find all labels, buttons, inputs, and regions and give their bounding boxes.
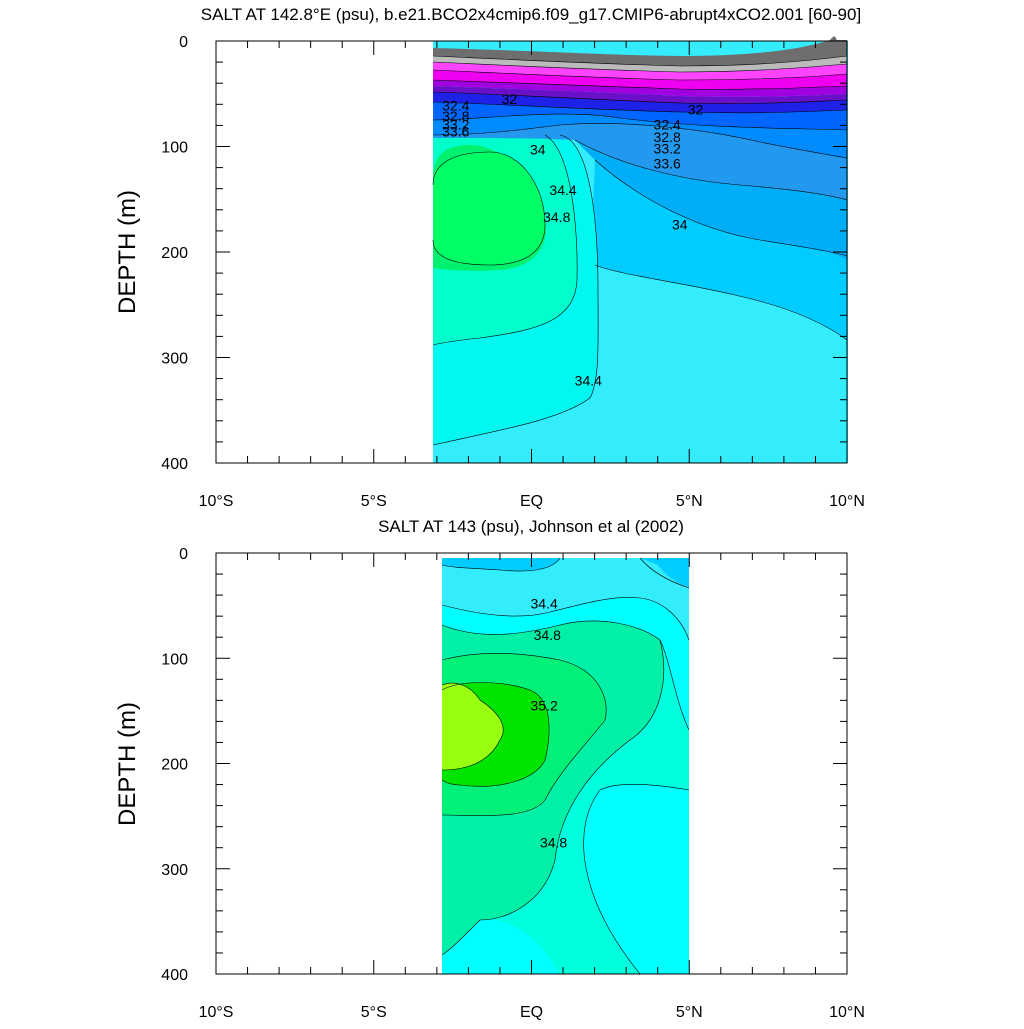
salinity-band-light-gray	[433, 56, 847, 72]
contour-label: 32.8	[442, 108, 469, 124]
salinity-band-34.0-34.2	[575, 140, 847, 260]
salinity-core-35	[433, 152, 545, 265]
x-tick-label: 10°N	[829, 493, 865, 510]
contour-label: 33.6	[442, 124, 469, 140]
y-axis-ticks: 0 100 200 300 400	[161, 34, 847, 473]
x-tick-label: 5°N	[676, 493, 703, 510]
contour-line	[432, 134, 578, 346]
contour-line	[639, 557, 690, 589]
contour-lines	[441, 557, 690, 975]
salinity-band-blue-mid	[433, 102, 847, 130]
salinity-band-violet	[433, 86, 847, 104]
salinity-fill-bands	[442, 558, 689, 974]
panel-title: SALT AT 143 (psu), Johnson et al (2002)	[378, 517, 684, 536]
x-axis-ticks: 10°S 5°S EQ 5°N 10°N	[199, 553, 865, 1021]
salinity-band-blue-dark	[433, 92, 847, 113]
y-axis-ticks: 0 100 200 300 400	[161, 546, 847, 984]
salinity-fill-bands	[433, 36, 848, 463]
x-tick-label: 5°S	[361, 493, 387, 510]
salinity-band-33.8-34.0	[433, 123, 847, 200]
panel-title: SALT AT 142.8°E (psu), b.e21.BCO2x4cmip6…	[201, 5, 861, 24]
contour-line	[441, 682, 550, 787]
x-tick-label: 5°N	[676, 1004, 703, 1021]
contour-line	[441, 652, 607, 816]
y-tick-label: 200	[161, 757, 188, 774]
y-tick-label: 300	[161, 862, 188, 879]
contour-line	[441, 639, 665, 956]
contour-label: 34.8	[543, 209, 570, 225]
y-tick-label: 400	[161, 967, 188, 984]
y-axis-label: DEPTH (m)	[114, 190, 141, 314]
salinity-band-dark-gray	[433, 36, 847, 66]
salinity-band-33.6-33.8	[433, 114, 847, 158]
contour-label: 34	[530, 142, 546, 158]
contour-label: 33.2	[442, 116, 469, 132]
contour-line	[432, 134, 599, 446]
contour-label: 34.8	[540, 834, 567, 850]
x-tick-label: EQ	[520, 1004, 543, 1021]
contour-line	[594, 159, 848, 257]
contour-label: 34.4	[575, 373, 602, 389]
contour-label: 33.2	[654, 141, 681, 157]
contour-line	[441, 620, 690, 731]
contour-label: 34.4	[549, 182, 576, 198]
model-salinity-panel: SALT AT 142.8°E (psu), b.e21.BCO2x4cmip6…	[114, 5, 865, 510]
y-tick-label: 0	[179, 546, 188, 563]
contour-line	[441, 682, 504, 771]
contour-line	[594, 264, 848, 341]
salinity-band-low-left	[442, 558, 560, 572]
contour-line	[432, 69, 848, 81]
contour-line	[432, 61, 848, 73]
salinity-band-34.2-34.4	[442, 558, 689, 640]
salinity-band-34.2-34.4	[592, 160, 847, 340]
contour-line	[432, 101, 848, 114]
y-tick-label: 100	[161, 651, 188, 668]
x-axis-ticks: 10°S 5°S EQ 5°N 10°N	[199, 41, 865, 510]
x-tick-label: EQ	[520, 493, 543, 510]
contour-label: 34.8	[534, 627, 561, 643]
y-tick-label: 100	[161, 140, 188, 157]
y-axis-label: DEPTH (m)	[114, 702, 141, 826]
contour-label: 33.6	[654, 155, 681, 171]
contour-label: 32.4	[442, 97, 469, 113]
y-tick-label: 200	[161, 245, 188, 262]
salinity-band-34.0-34.2	[640, 558, 689, 588]
y-tick-label: 0	[179, 34, 188, 51]
contour-label: 32	[502, 91, 518, 107]
contour-label: 35.2	[530, 698, 557, 714]
contour-line	[441, 557, 561, 572]
y-tick-label: 400	[161, 456, 188, 473]
contour-label: 32.8	[654, 129, 681, 145]
x-tick-label: 10°N	[829, 1004, 865, 1021]
salinity-band-35.4-plus	[442, 683, 504, 770]
salinity-band-purple	[433, 80, 847, 97]
contour-line	[432, 91, 848, 104]
y-tick-label: 300	[161, 351, 188, 368]
contour-line	[432, 113, 848, 131]
x-tick-label: 5°S	[361, 1004, 387, 1021]
contour-line	[441, 597, 690, 641]
contour-line	[432, 55, 848, 67]
contour-labels: 34.4 34.8 35.2 34.8	[530, 596, 567, 851]
x-tick-label: 10°S	[199, 1004, 234, 1021]
contour-label: 34.4	[530, 596, 557, 612]
x-tick-label: 10°S	[199, 493, 234, 510]
observed-salinity-panel: SALT AT 143 (psu), Johnson et al (2002) …	[114, 517, 865, 1021]
contour-label: 32	[688, 102, 704, 118]
contour-line	[583, 783, 690, 975]
contour-lines	[432, 55, 848, 446]
contour-line	[432, 79, 848, 90]
contour-line	[574, 139, 848, 201]
contour-label: 32.4	[654, 116, 681, 132]
contour-line	[432, 123, 848, 159]
contour-label: 34	[672, 217, 688, 233]
contour-line	[432, 151, 546, 266]
